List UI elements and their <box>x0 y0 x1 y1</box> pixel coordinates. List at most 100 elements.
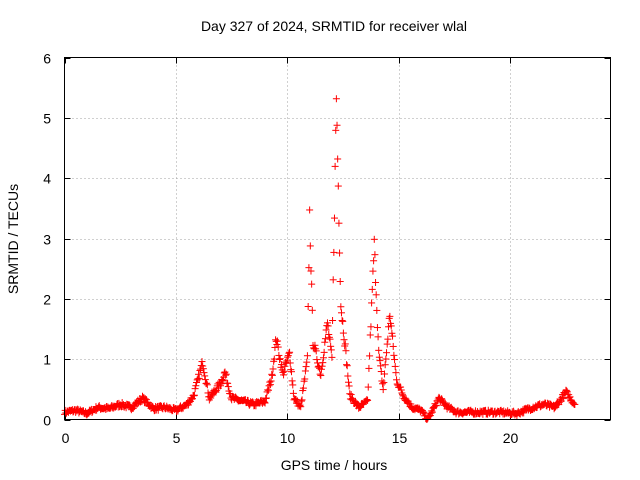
data-point <box>337 309 345 317</box>
data-point <box>325 333 333 341</box>
data-point <box>369 267 377 275</box>
data-point <box>374 333 382 341</box>
data-point <box>269 365 277 373</box>
data-point <box>345 382 353 390</box>
data-point <box>365 364 373 372</box>
data-point <box>319 359 327 367</box>
data-point <box>335 219 343 227</box>
data-point <box>348 396 356 404</box>
data-point <box>274 343 282 351</box>
data-point <box>389 332 397 340</box>
data-point <box>303 358 311 366</box>
data-point <box>267 377 275 385</box>
data-point <box>203 381 211 389</box>
data-point <box>292 396 300 404</box>
data-point <box>341 340 349 348</box>
data-point <box>322 326 330 334</box>
data-point <box>520 409 528 417</box>
data-point <box>339 329 347 337</box>
data-point <box>363 395 371 403</box>
data-point <box>191 385 199 393</box>
data-point <box>289 389 297 397</box>
data-point <box>370 257 378 265</box>
data-point <box>301 367 309 375</box>
y-tick-label: 1 <box>43 352 51 368</box>
data-point <box>386 312 394 320</box>
data-point <box>329 316 337 324</box>
data-point <box>219 376 227 384</box>
data-point <box>372 278 380 286</box>
data-point <box>397 386 405 394</box>
data-point <box>306 242 314 250</box>
data-point <box>391 362 399 370</box>
data-point <box>333 121 341 129</box>
data-point <box>154 406 162 414</box>
y-tick-label: 2 <box>43 292 51 308</box>
data-point <box>261 399 269 407</box>
data-point <box>308 280 316 288</box>
x-axis-label: GPS time / hours <box>281 457 388 473</box>
data-point <box>384 335 392 343</box>
data-point <box>276 355 284 363</box>
data-point <box>344 372 352 380</box>
data-point <box>370 235 378 243</box>
data-point <box>347 391 355 399</box>
data-point <box>346 390 354 398</box>
data-point <box>399 391 407 399</box>
data-point <box>316 370 324 378</box>
data-point <box>337 303 345 311</box>
data-point <box>303 352 311 360</box>
data-point <box>222 370 230 378</box>
data-point <box>428 408 436 416</box>
data-series-srmtid <box>61 95 579 423</box>
data-point <box>381 370 389 378</box>
y-axis-label: SRMTID / TECUs <box>5 184 21 294</box>
data-point <box>324 322 332 330</box>
data-point <box>329 276 337 284</box>
data-point <box>366 352 374 360</box>
data-point <box>286 348 294 356</box>
data-point <box>199 365 207 373</box>
data-point <box>278 361 286 369</box>
data-point <box>392 369 400 377</box>
data-point <box>334 182 342 190</box>
data-point <box>368 299 376 307</box>
x-tick-label: 5 <box>173 430 181 446</box>
data-point <box>203 379 211 387</box>
data-point <box>331 162 339 170</box>
data-point <box>317 365 325 373</box>
data-point <box>281 362 289 370</box>
y-tick-label: 5 <box>43 111 51 127</box>
data-point <box>204 389 212 397</box>
data-point <box>398 389 406 397</box>
data-point <box>387 322 395 330</box>
data-point <box>284 353 292 361</box>
data-point <box>274 337 282 345</box>
data-point <box>262 394 270 402</box>
data-point <box>383 340 391 348</box>
data-point <box>393 376 401 384</box>
x-tick-label: 15 <box>392 430 408 446</box>
data-point <box>391 356 399 364</box>
data-point <box>222 371 230 379</box>
data-point <box>364 396 372 404</box>
data-point <box>288 377 296 385</box>
data-point <box>558 393 566 401</box>
data-point <box>340 336 348 344</box>
data-point <box>373 324 381 332</box>
data-point <box>336 249 344 257</box>
data-point <box>372 291 380 299</box>
data-point <box>367 323 375 331</box>
data-point <box>321 338 329 346</box>
data-point <box>320 348 328 356</box>
plot-frame <box>64 57 611 420</box>
data-point <box>260 398 268 406</box>
data-point <box>289 381 297 389</box>
data-point <box>275 351 283 359</box>
data-point <box>312 347 320 355</box>
data-point <box>330 248 338 256</box>
data-point <box>201 376 209 384</box>
data-point <box>342 347 350 355</box>
data-point <box>318 362 326 370</box>
